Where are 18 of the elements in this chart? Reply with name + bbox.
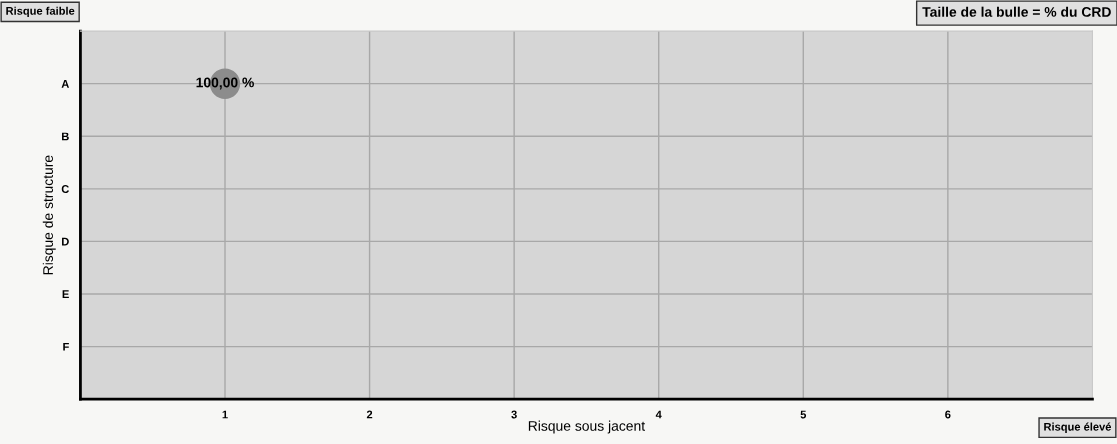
x-tick-label: 6 — [945, 410, 951, 419]
y-tick-label: C — [61, 185, 70, 193]
y-tick-label: D — [62, 237, 69, 246]
y-axis-title: Risque de structure — [42, 155, 56, 275]
y-tick-label: B — [62, 132, 69, 141]
text: Taille de la bulle = % du CRD — [922, 6, 1111, 17]
x-tick-label: 2 — [366, 410, 373, 419]
x-tick-label: 3 — [511, 410, 517, 419]
text: Risque faible — [6, 6, 75, 18]
x-tick-label: 1 — [222, 410, 228, 419]
y-tick-label: E — [62, 290, 69, 299]
x-axis-title: Risque sous jacent — [528, 420, 645, 434]
x-tick-label: 5 — [800, 410, 807, 419]
y-tick-label: A — [61, 80, 70, 88]
x-tick-label: 4 — [655, 410, 662, 419]
text: Risque élevé — [1044, 422, 1112, 433]
y-tick-label: F — [63, 342, 69, 351]
data-label: 100,00 % — [196, 77, 254, 90]
